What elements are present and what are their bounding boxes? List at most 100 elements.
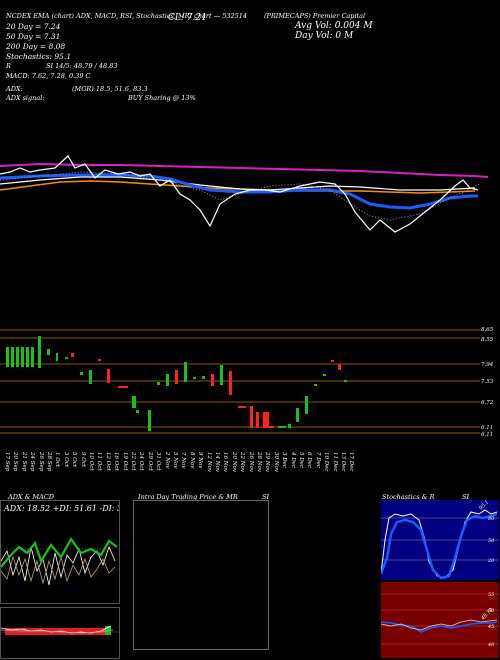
avg-vol-label: Avg Vol: 0.004 M — [295, 21, 373, 31]
price-level-2: 8.55 — [481, 337, 494, 343]
dma50-label: 50 Day = 7.31 — [6, 32, 61, 41]
stoch-axis-50: 50 — [488, 538, 495, 544]
date-label: 6 Dec — [306, 452, 313, 468]
candle — [193, 377, 196, 379]
dotted-line — [0, 171, 481, 221]
adx-label: ADX: — [6, 85, 23, 93]
date-label: 26 Nov — [247, 452, 254, 472]
adx-readout: ADX: 18.52 +DI: 51.61 -DI: 35.48 — [3, 504, 120, 513]
price-level-labels: 8.65 8.55 7.94 7.53 6.72 6.11 6.11 — [481, 327, 494, 438]
stochastics-panel: 80 50 20 95.1 — [381, 500, 499, 580]
date-label: 22 Nov — [239, 452, 246, 472]
rsi-axis-40: 40 — [487, 642, 495, 648]
date-label: 4 Dec — [289, 452, 296, 468]
candle — [263, 412, 269, 428]
stoch-axis-20: 20 — [487, 558, 495, 564]
date-label: 5 Nov — [172, 452, 178, 469]
candle — [21, 347, 24, 367]
date-label: 31 Oct — [155, 452, 162, 471]
date-label: 13 Dec — [340, 452, 346, 472]
date-label: 24 Sep — [29, 452, 36, 472]
day-vol-label: Day Vol: 0 M — [295, 31, 354, 41]
ema-blue-line — [0, 173, 478, 210]
price-level-1: 8.65 — [481, 327, 494, 333]
adx-line — [1, 536, 118, 568]
stochastics-label: Stochastics: 95.1 — [6, 52, 72, 61]
candle — [31, 347, 34, 367]
buy-signal-label: BUY Sharing @ 13% — [128, 94, 196, 102]
candle — [136, 410, 139, 413]
candle — [107, 369, 110, 383]
date-label: 28 Sep — [46, 452, 52, 472]
adx-macd-title: ADX & MACD — [8, 493, 54, 501]
candle — [323, 374, 326, 376]
date-label: 11 Dec — [331, 452, 338, 472]
intraday-title: Intra Day Trading Price & MR — [138, 493, 238, 501]
candle — [288, 424, 291, 428]
date-label: 29 Nov — [264, 452, 271, 472]
date-label: 7 Nov — [180, 452, 187, 469]
rsi-axis-50: 50 — [488, 608, 495, 614]
date-label: 7 Dec — [314, 452, 321, 468]
candle — [80, 372, 83, 375]
date-label: 21 Sep — [20, 452, 27, 472]
date-label: 26 Sep — [37, 452, 44, 472]
candle — [211, 374, 214, 386]
price-level-3: 7.94 — [481, 362, 494, 368]
rsi-axis-45: 45 — [487, 624, 494, 630]
date-label: 12 Oct — [104, 452, 111, 471]
date-label: 20 Nov — [230, 452, 237, 472]
price-level-7: 6.11 — [481, 432, 493, 438]
candle — [148, 410, 151, 431]
date-label: 14 Nov — [214, 452, 220, 472]
r-label: R — [6, 62, 11, 70]
candle — [47, 349, 50, 355]
date-label: 16 Nov — [222, 452, 229, 472]
candle — [331, 360, 334, 362]
date-label: 2 Nov — [163, 452, 170, 469]
adx-panel: ADX: 18.52 +DI: 51.61 -DI: 35.48 — [0, 500, 120, 604]
mgr-label: (MGR) 18.5, 51.6, 83.3 — [72, 85, 148, 93]
candle — [202, 376, 205, 379]
header-row-1: NCDEX EMA (chart) ADX, MACD, RSI, Stocha… — [6, 12, 247, 20]
date-label: 20 Sep — [12, 452, 19, 472]
candle — [338, 364, 341, 370]
price-level-4: 7.53 — [481, 379, 494, 385]
candle — [11, 347, 14, 367]
date-label: 9 Nov — [197, 452, 204, 469]
price-level-6: 6.11 — [481, 425, 493, 431]
candle — [132, 396, 136, 408]
ema-magenta-line — [0, 162, 489, 178]
date-label: 11 Oct — [96, 452, 103, 471]
candle — [184, 362, 187, 382]
stoch-axis-80: 80 — [488, 516, 495, 522]
date-label: 5 Dec — [298, 452, 304, 468]
macd-histogram — [5, 626, 111, 635]
candle — [89, 370, 92, 384]
candle — [26, 347, 29, 367]
intraday-si-label: SI — [262, 493, 270, 501]
intraday-chart-area — [133, 500, 269, 650]
date-label: 17 Dec — [348, 452, 355, 472]
ema-white-smooth-line — [0, 176, 476, 191]
stoch-value: 95.1 — [478, 500, 490, 511]
rsi-line — [381, 621, 498, 633]
candle — [220, 365, 223, 385]
candle — [229, 371, 232, 395]
si-label: SI 14/5: 48.79 / 48.83 — [46, 62, 118, 70]
candle — [56, 353, 58, 361]
date-label: 5 Oct — [71, 452, 78, 468]
rsi-axis-55: 55 — [488, 592, 494, 598]
candle — [118, 386, 128, 388]
date-label: 28 Nov — [256, 452, 262, 472]
candle — [238, 406, 246, 408]
stoch-title: Stochastics & R — [382, 493, 435, 501]
candle — [296, 408, 299, 422]
candle — [256, 412, 259, 428]
macd-panel — [0, 607, 120, 659]
macd-signal-line — [1, 629, 114, 634]
main-price-chart: 8.65 8.55 7.94 7.53 6.72 6.11 6.11 — [0, 155, 494, 438]
rsi-panel: 55 50 45 40 48.79 — [381, 582, 499, 658]
candle — [71, 353, 74, 357]
stoch-si-label: SI — [462, 493, 470, 501]
